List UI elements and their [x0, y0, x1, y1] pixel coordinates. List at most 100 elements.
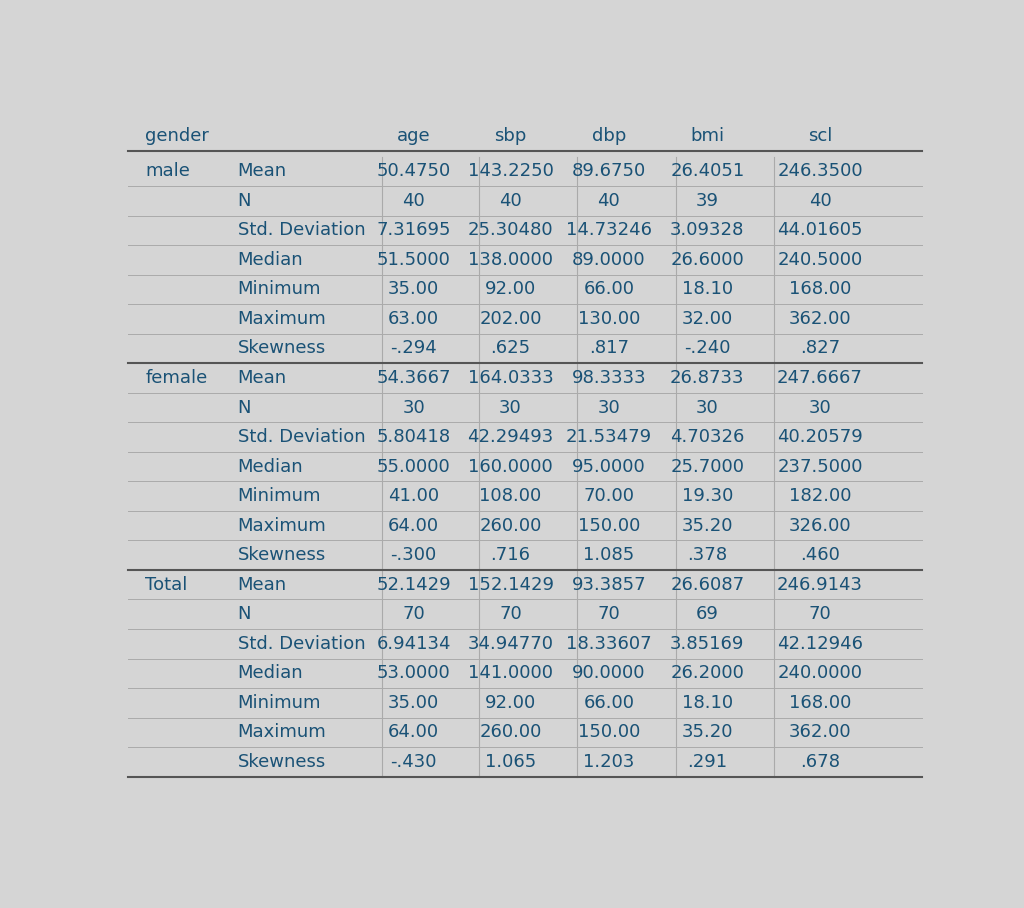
- Text: 54.3667: 54.3667: [377, 369, 451, 387]
- Text: -.300: -.300: [390, 547, 437, 564]
- Text: 35.00: 35.00: [388, 694, 439, 712]
- Text: 90.0000: 90.0000: [572, 665, 646, 682]
- Text: 35.20: 35.20: [682, 517, 733, 535]
- Text: Maximum: Maximum: [238, 310, 327, 328]
- Text: 95.0000: 95.0000: [572, 458, 646, 476]
- Text: 40: 40: [402, 192, 425, 210]
- Text: 92.00: 92.00: [485, 281, 537, 299]
- Text: 240.0000: 240.0000: [777, 665, 862, 682]
- Text: .716: .716: [490, 547, 530, 564]
- Text: 152.1429: 152.1429: [468, 576, 554, 594]
- Text: .460: .460: [800, 547, 840, 564]
- Text: male: male: [145, 163, 190, 181]
- Text: 25.30480: 25.30480: [468, 222, 553, 240]
- Text: 1.203: 1.203: [584, 753, 635, 771]
- Text: 5.80418: 5.80418: [377, 428, 451, 446]
- Text: N: N: [238, 192, 251, 210]
- Text: gender: gender: [145, 126, 209, 144]
- Text: 21.53479: 21.53479: [566, 428, 652, 446]
- Text: 70: 70: [598, 606, 621, 623]
- Text: 35.20: 35.20: [682, 724, 733, 741]
- Text: 69: 69: [696, 606, 719, 623]
- Text: 130.00: 130.00: [578, 310, 640, 328]
- Text: 246.9143: 246.9143: [777, 576, 863, 594]
- Text: 202.00: 202.00: [479, 310, 542, 328]
- Text: 247.6667: 247.6667: [777, 369, 863, 387]
- Text: bmi: bmi: [690, 126, 724, 144]
- Text: 246.3500: 246.3500: [777, 163, 863, 181]
- Text: .827: .827: [800, 340, 840, 358]
- Text: 26.6000: 26.6000: [671, 251, 744, 269]
- Text: Median: Median: [238, 251, 303, 269]
- Text: Minimum: Minimum: [238, 487, 321, 505]
- Text: -.294: -.294: [390, 340, 437, 358]
- Text: 40.20579: 40.20579: [777, 428, 863, 446]
- Text: 40: 40: [809, 192, 831, 210]
- Text: .378: .378: [687, 547, 727, 564]
- Text: 93.3857: 93.3857: [571, 576, 646, 594]
- Text: Std. Deviation: Std. Deviation: [238, 635, 366, 653]
- Text: 63.00: 63.00: [388, 310, 439, 328]
- Text: 26.4051: 26.4051: [670, 163, 744, 181]
- Text: 30: 30: [696, 399, 719, 417]
- Text: 98.3333: 98.3333: [571, 369, 646, 387]
- Text: .625: .625: [490, 340, 530, 358]
- Text: 30: 30: [598, 399, 621, 417]
- Text: 39: 39: [696, 192, 719, 210]
- Text: Mean: Mean: [238, 576, 287, 594]
- Text: 35.00: 35.00: [388, 281, 439, 299]
- Text: 362.00: 362.00: [788, 724, 851, 741]
- Text: 89.6750: 89.6750: [571, 163, 646, 181]
- Text: 70: 70: [499, 606, 522, 623]
- Text: 55.0000: 55.0000: [377, 458, 451, 476]
- Text: Mean: Mean: [238, 163, 287, 181]
- Text: 237.5000: 237.5000: [777, 458, 863, 476]
- Text: 18.33607: 18.33607: [566, 635, 651, 653]
- Text: 42.29493: 42.29493: [467, 428, 554, 446]
- Text: 40: 40: [598, 192, 621, 210]
- Text: Std. Deviation: Std. Deviation: [238, 428, 366, 446]
- Text: 168.00: 168.00: [788, 281, 851, 299]
- Text: 25.7000: 25.7000: [671, 458, 744, 476]
- Text: 30: 30: [809, 399, 831, 417]
- Text: .291: .291: [687, 753, 727, 771]
- Text: 70: 70: [809, 606, 831, 623]
- Text: 3.09328: 3.09328: [670, 222, 744, 240]
- Text: 30: 30: [402, 399, 425, 417]
- Text: 64.00: 64.00: [388, 724, 439, 741]
- Text: Median: Median: [238, 458, 303, 476]
- Text: 18.10: 18.10: [682, 694, 733, 712]
- Text: Minimum: Minimum: [238, 281, 321, 299]
- Text: 51.5000: 51.5000: [377, 251, 451, 269]
- Text: 160.0000: 160.0000: [468, 458, 553, 476]
- Text: 50.4750: 50.4750: [377, 163, 451, 181]
- Text: 53.0000: 53.0000: [377, 665, 451, 682]
- Text: 26.6087: 26.6087: [671, 576, 744, 594]
- Text: 26.8733: 26.8733: [670, 369, 744, 387]
- Text: 138.0000: 138.0000: [468, 251, 553, 269]
- Text: .678: .678: [800, 753, 840, 771]
- Text: 70: 70: [402, 606, 425, 623]
- Text: 70.00: 70.00: [584, 487, 635, 505]
- Text: 92.00: 92.00: [485, 694, 537, 712]
- Text: 143.2250: 143.2250: [468, 163, 553, 181]
- Text: sbp: sbp: [495, 126, 526, 144]
- Text: 40: 40: [499, 192, 522, 210]
- Text: 32.00: 32.00: [682, 310, 733, 328]
- Text: 168.00: 168.00: [788, 694, 851, 712]
- Text: N: N: [238, 606, 251, 623]
- Text: 260.00: 260.00: [479, 724, 542, 741]
- Text: 44.01605: 44.01605: [777, 222, 863, 240]
- Text: 19.30: 19.30: [682, 487, 733, 505]
- Text: 66.00: 66.00: [584, 694, 635, 712]
- Text: 1.085: 1.085: [584, 547, 635, 564]
- Text: 52.1429: 52.1429: [377, 576, 451, 594]
- Text: 34.94770: 34.94770: [468, 635, 554, 653]
- Text: Minimum: Minimum: [238, 694, 321, 712]
- Text: 30: 30: [499, 399, 522, 417]
- Text: Mean: Mean: [238, 369, 287, 387]
- Text: 14.73246: 14.73246: [566, 222, 652, 240]
- Text: 64.00: 64.00: [388, 517, 439, 535]
- Text: 26.2000: 26.2000: [671, 665, 744, 682]
- Text: 1.065: 1.065: [485, 753, 537, 771]
